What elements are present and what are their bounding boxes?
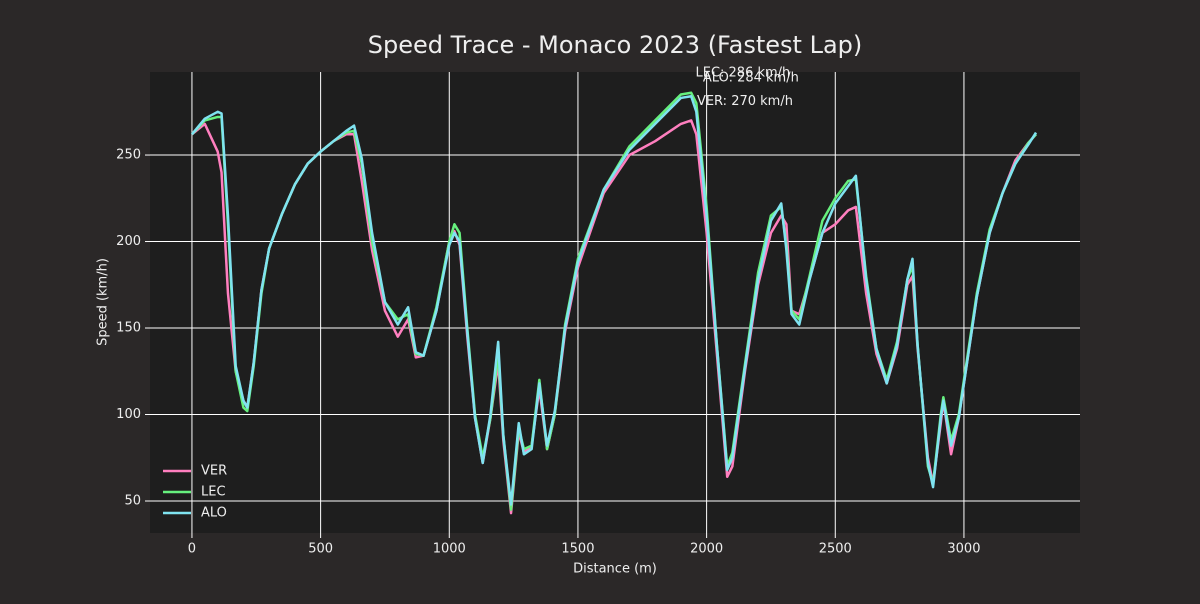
- legend-label: VER: [201, 464, 227, 479]
- annotation: LEC: 286 km/h: [695, 65, 790, 80]
- x-tick-label: 2500: [819, 542, 852, 557]
- speed-line: [190, 94, 1038, 506]
- x-tick-label: 2000: [690, 542, 723, 557]
- plot-area: [150, 72, 1080, 533]
- x-tick-label: 500: [308, 542, 333, 557]
- legend-label: ALO: [201, 506, 227, 521]
- x-tick-label: 3000: [947, 542, 980, 557]
- y-tick-label: 250: [116, 148, 141, 163]
- y-tick-label: 200: [116, 234, 141, 249]
- x-tick-label: 1500: [561, 542, 594, 557]
- y-tick-label: 100: [116, 407, 141, 422]
- annotation: VER: 270 km/h: [697, 94, 793, 109]
- x-tick-label: 0: [188, 542, 196, 557]
- annotation: ALO: 284 km/h: [703, 70, 799, 85]
- legend-label: LEC: [201, 485, 226, 500]
- y-tick-label: 50: [124, 493, 141, 508]
- y-tick-label: 150: [116, 321, 141, 336]
- chart-title: Speed Trace - Monaco 2023 (Fastest Lap): [368, 31, 863, 59]
- x-axis-label: Distance (m): [573, 562, 657, 577]
- y-axis-label: Speed (km/h): [96, 258, 111, 346]
- x-tick-label: 1000: [433, 542, 466, 557]
